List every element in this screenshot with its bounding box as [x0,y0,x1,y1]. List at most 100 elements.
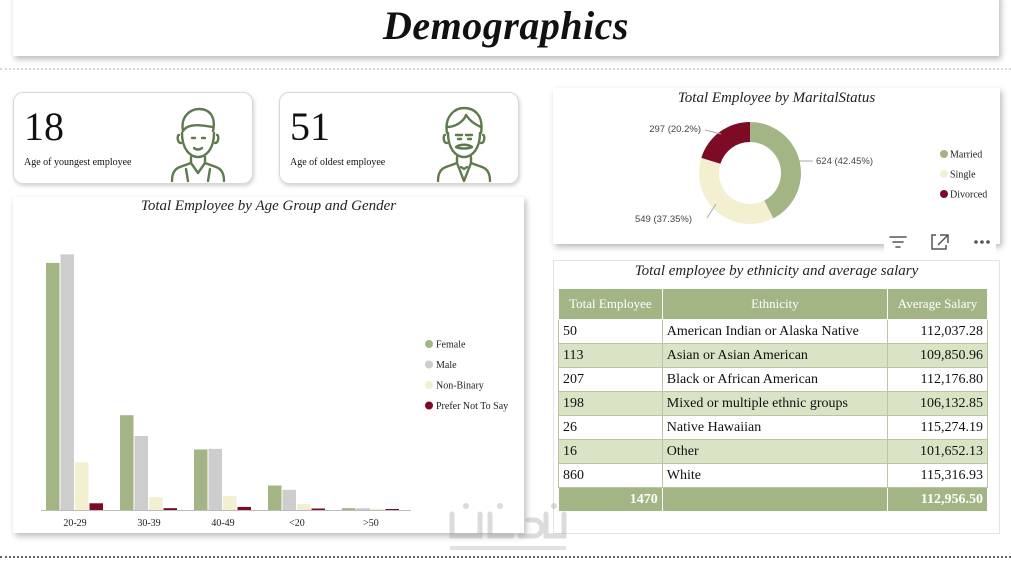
cell-ethnicity: White [661,463,889,488]
bar-male->50[interactable] [356,508,371,510]
watermark-logo [449,503,567,550]
cell-salary: 106,132.85 [887,391,988,416]
kpi-card-oldest[interactable]: 51 Age of oldest employee [279,92,519,184]
bar-non-binary->50[interactable] [371,508,385,511]
legend-label[interactable]: Single [950,170,976,181]
total-ethnicity [661,487,889,512]
bar-female-<20[interactable] [268,485,282,510]
cell-ethnicity: Mixed or multiple ethnic groups [661,391,889,416]
legend-label[interactable]: Male [436,360,457,371]
leader-line [706,203,717,219]
old-man-icon [436,106,492,183]
bar-prefer-not-to-say-<20[interactable] [311,508,326,511]
bar-prefer-not-to-say-20-29[interactable] [89,503,104,510]
divider [0,556,1011,558]
kpi-card-youngest[interactable]: 18 Age of youngest employee [13,92,253,184]
bar-female-40-49[interactable] [194,449,208,510]
bar-non-binary-40-49[interactable] [223,495,237,510]
x-tick-label: 30-39 [137,518,160,529]
cell-ethnicity: Other [661,439,889,464]
column-header-ethnicity[interactable]: Ethnicity [661,288,889,320]
legend-label[interactable]: Married [950,150,982,161]
table-row[interactable]: 207 Black or African American 112,176.80 [558,367,988,392]
cell-total: 860 [558,463,663,488]
bar-male-20-29[interactable] [60,254,75,510]
table-row[interactable]: 113 Asian or Asian American 109,850.96 [558,343,988,368]
cell-salary: 115,316.93 [887,463,988,488]
table-row[interactable]: 50 American Indian or Alaska Native 112,… [558,319,988,344]
cell-salary: 115,274.19 [887,415,988,440]
kpi-value: 51 [290,104,330,149]
data-label-single: 549 (37.35%) [635,214,692,225]
column-header-salary[interactable]: Average Salary [887,288,988,320]
bar-male-40-49[interactable] [208,448,223,510]
cell-ethnicity: American Indian or Alaska Native [661,319,889,344]
filter-icon[interactable] [884,231,912,253]
legend-marker [425,360,433,369]
table-row[interactable]: 16 Other 101,652.13 [558,439,988,464]
x-tick-label: <20 [289,518,305,529]
legend-label[interactable]: Prefer Not To Say [436,401,508,412]
kpi-label: Age of oldest employee [290,157,386,168]
legend-label[interactable]: Female [436,340,466,351]
table-row[interactable]: 198 Mixed or multiple ethnic groups 106,… [558,391,988,416]
legend-marker [425,381,433,389]
x-tick-label: 40-49 [211,518,234,529]
table-row[interactable]: 860 White 115,316.93 [558,463,988,488]
cell-ethnicity: Native Hawaiian [661,415,889,440]
age-gender-chart-svg: 20-29 30-39 40-49 <20 >50 Female Male Non-Binar… [41,254,508,529]
ethnicity-salary-table[interactable]: Total employee by ethnicity and average … [553,260,1000,534]
data-label-married: 624 (42.45%) [816,156,873,167]
donut-slice-divorced[interactable] [701,122,750,164]
column-header-total[interactable]: Total Employee [558,288,663,320]
data-table: Total Employee Ethnicity Average Salary … [558,288,988,512]
bar-female-20-29[interactable] [46,262,60,510]
legend-marker [940,190,948,198]
marital-status-chart[interactable]: 624 (42.45%) 549 (37.35%) 297 (20.2%) Marri… [553,88,1000,244]
cell-total: 198 [558,391,663,416]
cell-salary: 112,176.80 [887,367,988,392]
title-banner: Demographics [13,0,999,56]
donut-slice-married[interactable] [750,122,801,219]
legend-marker [425,340,433,348]
man-icon [170,107,226,183]
table-total-row: 1470 112,956.50 [558,487,988,512]
more-options-icon[interactable] [968,231,996,253]
x-tick-label: 20-29 [63,518,86,529]
bar-male-<20[interactable] [282,489,297,510]
cell-total: 113 [558,343,663,368]
legend-label[interactable]: Non-Binary [436,381,484,392]
legend-marker [425,401,433,410]
cell-total: 26 [558,415,663,440]
focus-mode-icon[interactable] [926,231,954,253]
cell-salary: 101,652.13 [887,439,988,464]
chart-title: Total Employee by Age Group and Gender [140,198,397,214]
kpi-label: Age of youngest employee [24,157,132,168]
page-title: Demographics [383,2,629,48]
bar-prefer-not-to-say-30-39[interactable] [163,508,178,510]
cell-salary: 112,037.28 [887,319,988,344]
cell-ethnicity: Asian or Asian American [661,343,889,368]
data-label-divorced: 297 (20.2%) [649,124,701,135]
total-count: 1470 [558,487,663,512]
bar-prefer-not-to-say->50[interactable] [385,509,400,510]
leader-line [704,129,722,135]
legend-label[interactable]: Divorced [950,190,987,201]
bar-male-30-39[interactable] [134,435,149,510]
bar-female->50[interactable] [342,508,356,510]
cell-total: 207 [558,367,663,392]
kpi-value: 18 [24,104,64,149]
bar-non-binary-20-29[interactable] [75,462,89,510]
bar-non-binary-<20[interactable] [297,503,311,510]
cell-salary: 109,850.96 [887,343,988,368]
bar-non-binary-30-39[interactable] [149,497,163,510]
age-gender-chart[interactable]: 20-29 30-39 40-49 <20 >50 Female Male Non-Binar… [13,197,524,533]
bar-prefer-not-to-say-40-49[interactable] [237,506,252,510]
legend-marker [940,170,948,178]
x-tick-label: >50 [363,518,379,529]
bar-female-30-39[interactable] [120,415,134,510]
legend-marker [940,150,948,158]
divider [0,68,1011,70]
donut-slice-single[interactable] [699,157,774,224]
table-row[interactable]: 26 Native Hawaiian 115,274.19 [558,415,988,440]
